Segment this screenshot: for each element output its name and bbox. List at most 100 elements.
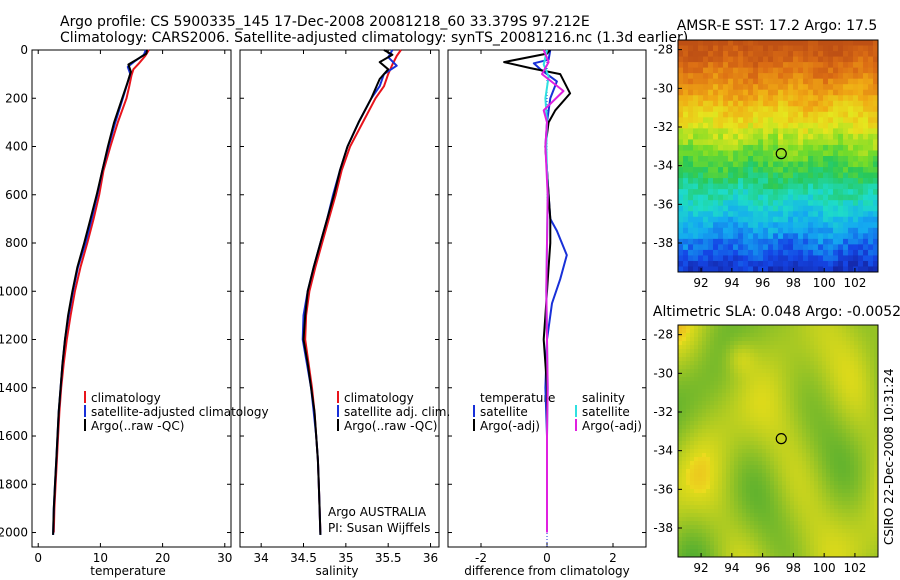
heatmap-cell <box>862 469 867 474</box>
heatmap-cell <box>778 553 783 558</box>
heatmap-cell <box>863 161 869 168</box>
heatmap-cell <box>866 477 871 482</box>
heatmap-cell <box>726 437 731 442</box>
heatmap-cell <box>786 333 791 338</box>
heatmap-cell <box>826 429 831 434</box>
heatmap-cell <box>833 84 839 91</box>
heatmap-cell <box>762 329 767 334</box>
heatmap-cell <box>758 122 764 129</box>
heatmap-cell <box>828 227 834 234</box>
heatmap-cell <box>788 45 794 52</box>
heatmap-cell <box>863 167 869 173</box>
heatmap-cell <box>738 525 743 530</box>
heatmap-cell <box>818 40 824 46</box>
heatmap-cell <box>818 513 823 518</box>
heatmap-cell <box>874 541 879 546</box>
heatmap-cell <box>873 95 879 102</box>
heatmap-cell <box>854 357 859 362</box>
heatmap-cell <box>734 477 739 482</box>
heatmap-cell <box>758 465 763 470</box>
heatmap-cell <box>778 341 783 346</box>
heatmap-cell <box>850 533 855 538</box>
heatmap-cell <box>754 401 759 406</box>
heatmap-cell <box>838 373 843 378</box>
heatmap-cell <box>746 461 751 466</box>
heatmap-cell <box>793 178 799 185</box>
heatmap-cell <box>774 545 779 550</box>
heatmap-cell <box>698 433 703 438</box>
heatmap-cell <box>718 433 723 438</box>
heatmap-cell <box>838 56 844 63</box>
heatmap-cell <box>706 401 711 406</box>
heatmap-cell <box>782 405 787 410</box>
heatmap-cell <box>754 325 759 330</box>
heatmap-cell <box>710 393 715 398</box>
heatmap-cell <box>870 469 875 474</box>
heatmap-cell <box>703 139 709 146</box>
heatmap-cell <box>813 249 819 256</box>
heatmap-cell <box>823 233 829 240</box>
heatmap-cell <box>718 329 723 334</box>
heatmap-cell <box>774 421 779 426</box>
heatmap-cell <box>814 529 819 534</box>
heatmap-cell <box>690 453 695 458</box>
heatmap-cell <box>874 425 879 430</box>
heatmap-cell <box>854 477 859 482</box>
heatmap-cell <box>683 255 689 262</box>
heatmap-cell <box>710 429 715 434</box>
heatmap-cell <box>783 122 789 129</box>
heatmap-cell <box>846 453 851 458</box>
heatmap-cell <box>762 369 767 374</box>
heatmap-cell <box>854 545 859 550</box>
heatmap-cell <box>874 413 879 418</box>
heatmap-cell <box>714 365 719 370</box>
heatmap-cell <box>706 349 711 354</box>
heatmap-cell <box>703 227 709 234</box>
heatmap-cell <box>728 167 734 173</box>
heatmap-cell <box>722 401 727 406</box>
heatmap-cell <box>686 345 691 350</box>
heatmap-cell <box>863 238 869 245</box>
heatmap-cell <box>830 533 835 538</box>
heatmap-cell <box>722 389 727 394</box>
heatmap-cell <box>743 189 749 196</box>
heatmap-cell <box>706 437 711 442</box>
heatmap-cell <box>874 373 879 378</box>
heatmap-cell <box>830 457 835 462</box>
heatmap-cell <box>738 128 744 135</box>
heatmap-cell <box>682 341 687 346</box>
heatmap-cell <box>863 194 869 201</box>
heatmap-cell <box>753 144 759 151</box>
heatmap-cell <box>814 425 819 430</box>
heatmap-cell <box>682 529 687 534</box>
map-y-tick-label: -30 <box>653 81 673 95</box>
heatmap-cell <box>798 501 803 506</box>
heatmap-cell <box>718 533 723 538</box>
heatmap-cell <box>858 537 863 542</box>
x-tick-label: 36 <box>423 551 438 565</box>
heatmap-cell <box>746 473 751 478</box>
heatmap-cell <box>858 449 863 454</box>
heatmap-cell <box>830 449 835 454</box>
heatmap-cell <box>810 429 815 434</box>
heatmap-cell <box>862 453 867 458</box>
heatmap-cell <box>863 128 869 135</box>
heatmap-cell <box>848 100 854 107</box>
heatmap-cell <box>858 139 864 146</box>
heatmap-cell <box>710 405 715 410</box>
heatmap-cell <box>848 133 854 140</box>
heatmap-cell <box>683 183 689 190</box>
heatmap-cell <box>768 67 774 74</box>
heatmap-cell <box>814 397 819 402</box>
heatmap-cell <box>754 397 759 402</box>
heatmap-cell <box>702 329 707 334</box>
heatmap-cell <box>782 501 787 506</box>
heatmap-cell <box>842 389 847 394</box>
heatmap-cell <box>808 56 814 63</box>
heatmap-cell <box>803 62 809 69</box>
heatmap-cell <box>778 337 783 342</box>
heatmap-cell <box>678 433 683 438</box>
heatmap-cell <box>790 393 795 398</box>
heatmap-cell <box>823 73 829 80</box>
legend-label-satellite: satellite adj. clim. <box>344 405 450 419</box>
